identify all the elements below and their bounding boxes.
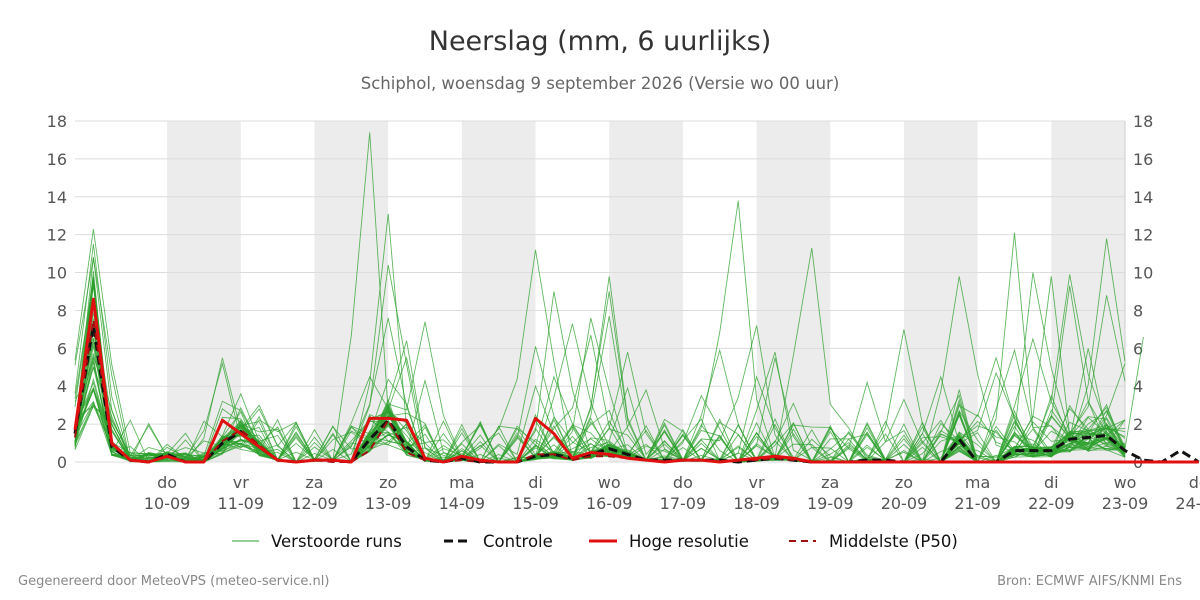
legend-label-controle: Controle <box>483 532 553 551</box>
main-series <box>73 297 1200 464</box>
y-axis-left: 0 2 4 6 8 10 12 14 16 18 <box>47 112 67 472</box>
ytick-left-4: 4 <box>57 377 67 396</box>
xtick-date-5: 15-09 <box>512 494 559 513</box>
ytick-left-0: 0 <box>57 453 67 472</box>
shade-band-6 <box>609 121 683 462</box>
credits-right: Bron: ECMWF AIFS/KNMI Ens <box>997 574 1182 589</box>
x-axis: do 10-09 vr 11-09 za 12-09 zo 13-09 ma 14-09 di 15-… <box>144 473 1200 513</box>
xtick-day-7: do <box>673 473 693 492</box>
xtick-date-0: 10-09 <box>144 494 191 513</box>
legend-label-p50: Middelste (P50) <box>829 532 958 551</box>
ensemble-run-33 <box>74 283 1126 464</box>
xtick-date-11: 21-09 <box>954 494 1001 513</box>
ensemble-run-44 <box>74 282 1126 463</box>
xtick-day-6: wo <box>598 473 621 492</box>
ensemble-run-40 <box>74 279 1126 463</box>
xtick-date-13: 23-09 <box>1102 494 1149 513</box>
ytick-left-8: 8 <box>57 301 67 320</box>
ytick-right-8: 8 <box>1133 301 1143 320</box>
ytick-right-10: 10 <box>1133 264 1153 283</box>
ytick-right-4: 4 <box>1133 377 1143 396</box>
xtick-day-5: di <box>528 473 543 492</box>
xtick-day-11: ma <box>965 473 990 492</box>
ytick-left-18: 18 <box>47 112 67 131</box>
xtick-date-8: 18-09 <box>733 494 780 513</box>
xtick-day-10: zo <box>895 473 913 492</box>
chart-subtitle: Schiphol, woensdag 9 september 2026 (Ver… <box>361 74 840 93</box>
shade-band-10 <box>903 121 978 462</box>
ytick-right-18: 18 <box>1133 112 1153 131</box>
xtick-day-12: di <box>1044 473 1059 492</box>
xtick-date-9: 19-09 <box>807 494 854 513</box>
xtick-day-2: za <box>305 473 323 492</box>
xtick-date-10: 20-09 <box>881 494 928 513</box>
shade-band-8 <box>756 121 831 462</box>
credits-left: Gegenereerd door MeteoVPS (meteo-service… <box>18 574 329 589</box>
xtick-day-14: do <box>1189 473 1200 492</box>
xtick-day-3: zo <box>379 473 397 492</box>
ytick-right-16: 16 <box>1133 150 1153 169</box>
shade-band-0 <box>167 121 241 462</box>
xtick-date-4: 14-09 <box>439 494 486 513</box>
ytick-left-2: 2 <box>57 415 67 434</box>
xtick-day-13: wo <box>1114 473 1137 492</box>
series-hoge-resolutie <box>73 297 1199 464</box>
shade-band-2 <box>314 121 389 462</box>
xtick-day-9: za <box>821 473 839 492</box>
xtick-day-8: vr <box>749 473 765 492</box>
xtick-date-3: 13-09 <box>365 494 412 513</box>
shade-band-4 <box>461 121 536 462</box>
chart-title: Neerslag (mm, 6 uurlijks) <box>429 26 771 57</box>
xtick-day-0: do <box>157 473 177 492</box>
xtick-date-6: 16-09 <box>586 494 633 513</box>
xtick-date-1: 11-09 <box>218 494 265 513</box>
ytick-right-14: 14 <box>1133 188 1153 207</box>
ytick-right-12: 12 <box>1133 226 1153 245</box>
ytick-left-12: 12 <box>47 226 67 245</box>
xtick-date-7: 17-09 <box>660 494 707 513</box>
ytick-left-10: 10 <box>47 264 67 283</box>
ytick-left-16: 16 <box>47 150 67 169</box>
ytick-left-6: 6 <box>57 339 67 358</box>
xtick-date-2: 12-09 <box>291 494 338 513</box>
legend: Verstoorde runs Controle Hoge resolutie … <box>232 532 958 551</box>
xtick-day-1: vr <box>233 473 249 492</box>
shade-band-12 <box>1051 121 1125 462</box>
legend-label-ensemble: Verstoorde runs <box>271 532 402 551</box>
legend-label-hoge-resolutie: Hoge resolutie <box>629 532 749 551</box>
ytick-right-2: 2 <box>1133 415 1143 434</box>
xtick-date-12: 22-09 <box>1028 494 1075 513</box>
xtick-date-14: 24-09 <box>1175 494 1200 513</box>
ytick-left-14: 14 <box>47 188 67 207</box>
xtick-day-4: ma <box>449 473 474 492</box>
weekend-shading <box>167 121 1125 462</box>
ytick-right-6: 6 <box>1133 339 1143 358</box>
